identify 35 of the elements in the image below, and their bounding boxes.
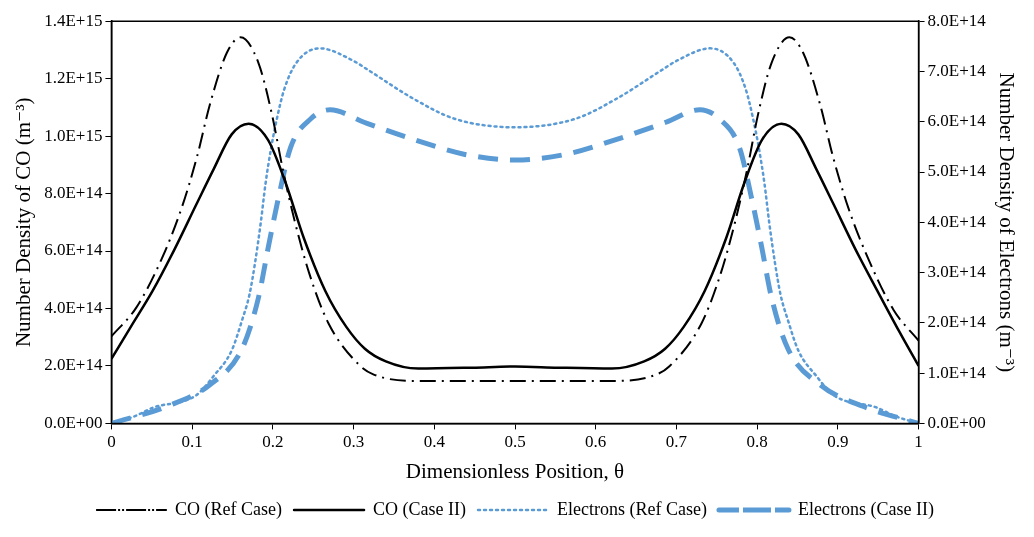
y-tick-label: 8.0E+14 xyxy=(44,183,103,203)
y2-tick-label: 7.0E+14 xyxy=(927,60,987,80)
y-axis-title: Number Density of CO (m⁻³) xyxy=(11,97,36,348)
x-axis-title: Dimensionless Position, θ xyxy=(405,458,625,483)
x-tick-label: 0.9 xyxy=(827,432,849,452)
y2-tick-label: 6.0E+14 xyxy=(927,111,987,131)
x-tick-label: 0.5 xyxy=(504,432,526,452)
legend-label: Electrons (Ref Case) xyxy=(557,498,707,520)
y2-axis-title: Number Density of Electrons (m⁻³) xyxy=(994,72,1019,373)
y-tick-label: 1.0E+15 xyxy=(44,125,103,145)
legend-label: CO (Case II) xyxy=(373,498,467,520)
y2-tick-label: 3.0E+14 xyxy=(927,262,987,282)
x-tick-label: 0.3 xyxy=(342,432,365,452)
y-tick-label: 6.0E+14 xyxy=(44,240,103,260)
y2-tick-label: 4.0E+14 xyxy=(927,211,987,231)
x-tick-label: 0.6 xyxy=(585,432,607,452)
y-tick-label: 4.0E+14 xyxy=(44,297,103,317)
y2-tick-label: 2.0E+14 xyxy=(927,312,987,332)
y-tick-label: 0.0E+00 xyxy=(44,412,103,432)
y2-tick-label: 0.0E+00 xyxy=(927,412,986,432)
x-tick-label: 0.2 xyxy=(262,432,284,452)
y2-tick-label: 1.0E+14 xyxy=(927,362,987,382)
x-tick-label: 0.8 xyxy=(746,432,768,452)
x-tick-label: 0 xyxy=(107,432,116,452)
legend-label: CO (Ref Case) xyxy=(175,498,283,520)
y-tick-label: 1.4E+15 xyxy=(44,10,103,30)
legend-label: Electrons (Case II) xyxy=(797,498,934,520)
y2-tick-label: 8.0E+14 xyxy=(927,10,987,30)
x-tick-label: 1 xyxy=(914,432,923,452)
x-tick-label: 0.7 xyxy=(665,432,688,452)
y-tick-label: 1.2E+15 xyxy=(44,68,103,88)
y-tick-label: 2.0E+14 xyxy=(44,355,103,375)
x-tick-label: 0.4 xyxy=(423,432,446,452)
y2-tick-label: 5.0E+14 xyxy=(927,161,987,181)
x-tick-label: 0.1 xyxy=(181,432,203,452)
